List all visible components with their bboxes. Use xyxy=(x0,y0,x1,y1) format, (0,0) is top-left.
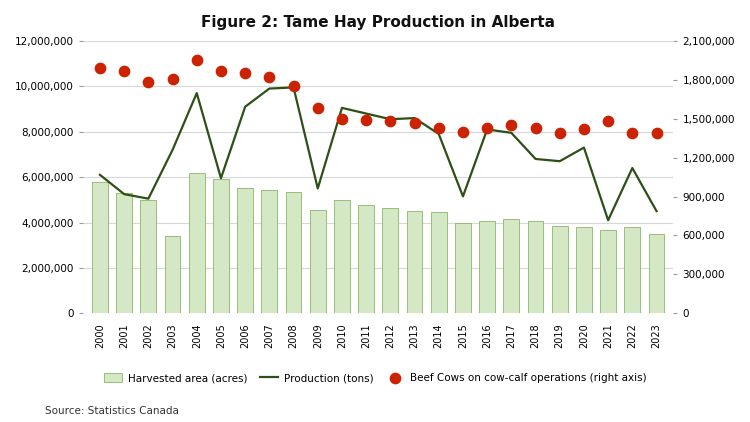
Text: Source: Statistics Canada: Source: Statistics Canada xyxy=(45,406,178,416)
Bar xyxy=(455,222,471,313)
Beef Cows on cow-calf operations (right axis) xyxy=(166,75,178,82)
Line: Production (tons): Production (tons) xyxy=(100,87,656,220)
Production (tons) xyxy=(652,208,661,214)
Production (tons) xyxy=(507,130,516,135)
Production (tons) xyxy=(144,196,153,201)
Beef Cows on cow-calf operations (right axis) xyxy=(433,124,445,131)
Production (tons) xyxy=(483,127,492,132)
Beef Cows on cow-calf operations (right axis) xyxy=(530,124,542,131)
Beef Cows on cow-calf operations (right axis) xyxy=(360,116,372,123)
Bar xyxy=(286,192,302,313)
Beef Cows on cow-calf operations (right axis) xyxy=(482,124,494,131)
Production (tons) xyxy=(217,176,226,181)
Bar xyxy=(92,181,108,313)
Beef Cows on cow-calf operations (right axis) xyxy=(602,118,614,124)
Beef Cows on cow-calf operations (right axis) xyxy=(626,130,638,136)
Production (tons) xyxy=(458,194,467,199)
Bar xyxy=(576,227,592,313)
Production (tons) xyxy=(120,192,129,197)
Bar xyxy=(358,206,374,313)
Bar xyxy=(649,234,664,313)
Bar xyxy=(189,173,205,313)
Production (tons) xyxy=(192,91,201,96)
Beef Cows on cow-calf operations (right axis) xyxy=(384,118,396,124)
Bar xyxy=(406,211,422,313)
Production (tons) xyxy=(241,104,250,109)
Beef Cows on cow-calf operations (right axis) xyxy=(578,126,590,133)
Beef Cows on cow-calf operations (right axis) xyxy=(409,119,421,126)
Beef Cows on cow-calf operations (right axis) xyxy=(118,68,130,74)
Beef Cows on cow-calf operations (right axis) xyxy=(287,83,299,89)
Beef Cows on cow-calf operations (right axis) xyxy=(94,65,106,71)
Bar xyxy=(334,200,350,313)
Bar xyxy=(382,208,398,313)
Bar xyxy=(262,189,278,313)
Bar xyxy=(479,222,495,313)
Legend: Harvested area (acres), Production (tons), Beef Cows on cow-calf operations (rig: Harvested area (acres), Production (tons… xyxy=(100,369,650,387)
Production (tons) xyxy=(604,218,613,223)
Bar xyxy=(213,179,229,313)
Production (tons) xyxy=(168,147,177,152)
Production (tons) xyxy=(628,165,637,170)
Production (tons) xyxy=(95,172,104,177)
Beef Cows on cow-calf operations (right axis) xyxy=(312,105,324,112)
Production (tons) xyxy=(362,111,370,116)
Production (tons) xyxy=(555,159,564,164)
Bar xyxy=(600,230,616,313)
Production (tons) xyxy=(531,157,540,162)
Beef Cows on cow-calf operations (right axis) xyxy=(190,57,202,64)
Production (tons) xyxy=(338,106,346,111)
Bar xyxy=(310,210,326,313)
Bar xyxy=(431,212,446,313)
Beef Cows on cow-calf operations (right axis) xyxy=(215,68,227,74)
Bar xyxy=(552,226,568,313)
Beef Cows on cow-calf operations (right axis) xyxy=(457,128,469,135)
Title: Figure 2: Tame Hay Production in Alberta: Figure 2: Tame Hay Production in Alberta xyxy=(201,15,555,30)
Bar xyxy=(165,236,181,313)
Bar xyxy=(528,222,544,313)
Production (tons) xyxy=(580,145,589,150)
Production (tons) xyxy=(265,86,274,91)
Beef Cows on cow-calf operations (right axis) xyxy=(650,130,662,136)
Bar xyxy=(625,227,640,313)
Production (tons) xyxy=(386,116,394,122)
Beef Cows on cow-calf operations (right axis) xyxy=(506,122,518,129)
Beef Cows on cow-calf operations (right axis) xyxy=(554,130,566,136)
Beef Cows on cow-calf operations (right axis) xyxy=(142,79,154,86)
Production (tons) xyxy=(289,85,298,90)
Production (tons) xyxy=(410,116,419,121)
Bar xyxy=(140,200,156,313)
Bar xyxy=(116,193,132,313)
Production (tons) xyxy=(434,131,443,136)
Bar xyxy=(237,189,253,313)
Beef Cows on cow-calf operations (right axis) xyxy=(239,70,251,77)
Beef Cows on cow-calf operations (right axis) xyxy=(263,74,275,81)
Production (tons) xyxy=(314,186,322,191)
Beef Cows on cow-calf operations (right axis) xyxy=(336,115,348,122)
Bar xyxy=(503,219,519,313)
